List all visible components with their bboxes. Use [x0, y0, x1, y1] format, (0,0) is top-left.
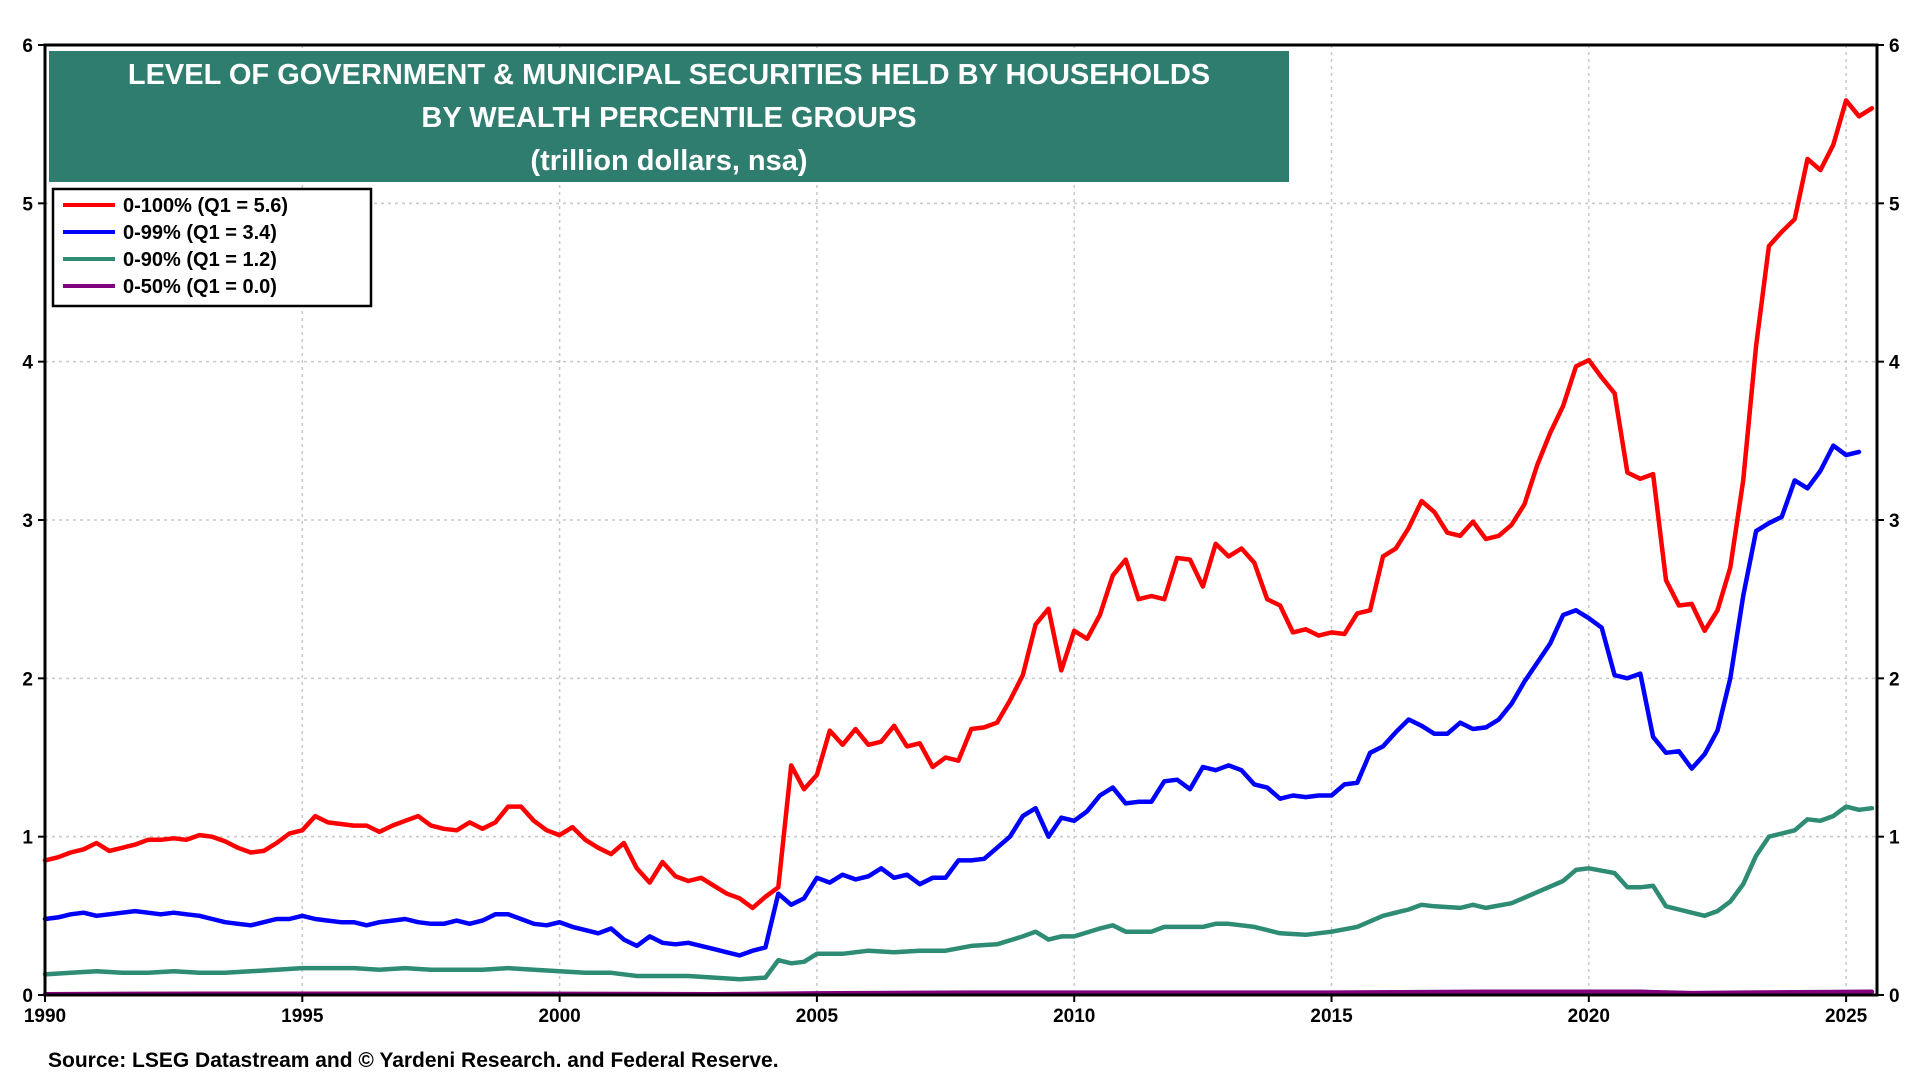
y-tick-label-left-5: 5: [22, 194, 33, 215]
y-tick-label-right-0: 0: [1889, 986, 1900, 1007]
title-line-3: (trillion dollars, nsa): [530, 145, 807, 177]
x-axis: 1990 1995 2000 2005 2010 2015 2020 2025: [24, 995, 1868, 1027]
x-tick-label-2020: 2020: [1568, 1006, 1610, 1027]
x-tick-label-2025: 2025: [1825, 1006, 1868, 1027]
series-line-0-90: [42, 804, 1875, 982]
legend-item-0-50: 0-50% (Q1 = 0.0): [63, 276, 277, 298]
legend: 0-100% (Q1 = 5.6) 0-99% (Q1 = 3.4) 0-90%…: [51, 187, 373, 308]
legend-label-0-50: 0-50% (Q1 = 0.0): [123, 276, 277, 298]
y-axis-right: 0 1 2 3 4 5 6: [1877, 36, 1900, 1007]
y-tick-label-left-0: 0: [22, 986, 33, 1007]
legend-item-0-99: 0-99% (Q1 = 3.4): [63, 222, 277, 244]
y-tick-label-left-3: 3: [22, 511, 33, 532]
y-tick-label-right-2: 2: [1889, 669, 1900, 690]
y-tick-label-left-4: 4: [22, 353, 33, 374]
x-tick-label-2000: 2000: [538, 1006, 580, 1027]
legend-label-0-100: 0-100% (Q1 = 5.6): [123, 195, 288, 217]
source-note: Source: LSEG Datastream and © Yardeni Re…: [48, 1049, 779, 1072]
title-box: LEVEL OF GOVERNMENT & MUNICIPAL SECURITI…: [49, 51, 1289, 182]
legend-item-0-100: 0-100% (Q1 = 5.6): [63, 195, 288, 217]
title-background: [49, 51, 1289, 182]
legend-label-0-99: 0-99% (Q1 = 3.4): [123, 222, 277, 244]
y-tick-label-right-1: 1: [1889, 828, 1900, 849]
y-tick-label-right-6: 6: [1889, 36, 1900, 57]
series: [42, 98, 1875, 997]
title-line-2: BY WEALTH PERCENTILE GROUPS: [421, 102, 916, 134]
y-tick-label-left-6: 6: [22, 36, 33, 57]
legend-item-0-90: 0-90% (Q1 = 1.2): [63, 249, 277, 271]
x-tick-label-2010: 2010: [1053, 1006, 1095, 1027]
x-tick-label-2015: 2015: [1310, 1006, 1353, 1027]
x-tick-label-2005: 2005: [796, 1006, 839, 1027]
y-tick-label-left-2: 2: [22, 669, 33, 690]
plot-frame: [43, 43, 1879, 997]
legend-label-0-90: 0-90% (Q1 = 1.2): [123, 249, 277, 271]
series-line-0-100: [42, 98, 1875, 911]
y-tick-label-right-3: 3: [1889, 511, 1900, 532]
series-line-0-99: [42, 443, 1862, 958]
y-tick-label-right-4: 4: [1889, 353, 1900, 374]
y-tick-label-right-5: 5: [1889, 194, 1900, 215]
y-axis-left: 0 1 2 3 4 5 6: [22, 36, 45, 1007]
x-tick-label-1990: 1990: [24, 1006, 66, 1027]
title-line-1: LEVEL OF GOVERNMENT & MUNICIPAL SECURITI…: [128, 59, 1210, 91]
x-tick-label-1995: 1995: [281, 1006, 324, 1027]
y-tick-label-left-1: 1: [22, 828, 33, 849]
